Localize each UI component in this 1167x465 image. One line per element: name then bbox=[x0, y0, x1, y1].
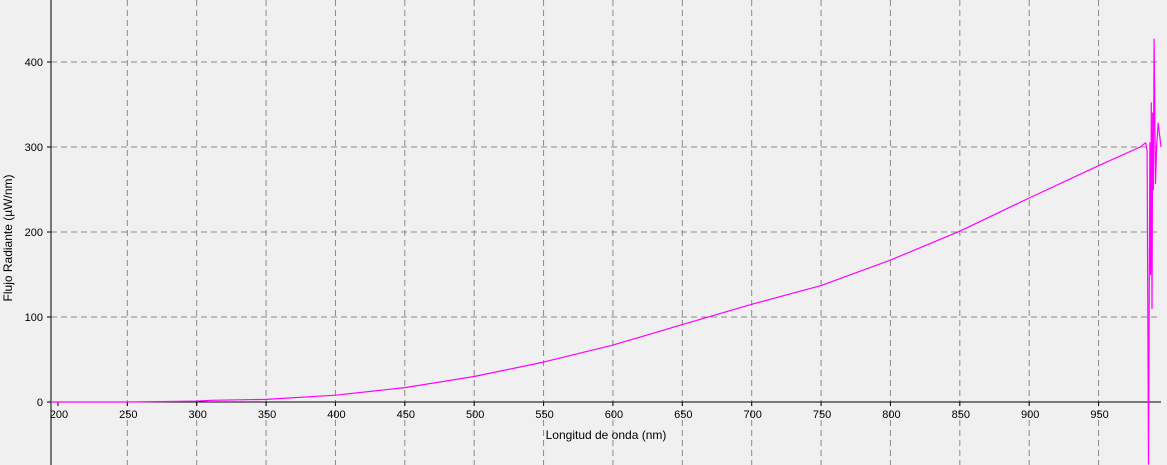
axes bbox=[47, 0, 1161, 465]
x-tick-label: 600 bbox=[605, 409, 623, 421]
series-layer bbox=[51, 38, 1162, 465]
series-line bbox=[51, 38, 1162, 465]
x-tick-label: 400 bbox=[327, 409, 345, 421]
x-tick-label: 800 bbox=[882, 409, 900, 421]
x-tick-label: 650 bbox=[674, 409, 692, 421]
x-tick-label: 200 bbox=[50, 409, 68, 421]
x-tick-label: 750 bbox=[813, 409, 831, 421]
x-tick-label: 700 bbox=[744, 409, 762, 421]
x-tick-label: 350 bbox=[258, 409, 276, 421]
tick-labels: 200 250 300 350 400 450 500 550 600 650 700 750 800 8… bbox=[25, 57, 1109, 421]
x-tick-label: 850 bbox=[952, 409, 970, 421]
y-tick-label: 0 bbox=[37, 397, 43, 409]
y-tick-label: 400 bbox=[25, 57, 43, 69]
x-tick-label: 300 bbox=[189, 409, 207, 421]
x-tick-label: 550 bbox=[535, 409, 553, 421]
x-tick-label: 950 bbox=[1090, 409, 1108, 421]
y-tick-label: 100 bbox=[25, 312, 43, 324]
y-tick-label: 300 bbox=[25, 142, 43, 154]
grid bbox=[51, 0, 1161, 465]
x-tick-label: 500 bbox=[466, 409, 484, 421]
y-tick-label: 200 bbox=[25, 227, 43, 239]
x-tick-label: 900 bbox=[1021, 409, 1039, 421]
x-tick-label: 450 bbox=[397, 409, 415, 421]
x-axis-title: Longitud de onda (nm) bbox=[546, 428, 667, 442]
x-tick-label: 250 bbox=[119, 409, 137, 421]
y-axis-title: Flujo Radiante (µW/nm) bbox=[1, 175, 15, 302]
